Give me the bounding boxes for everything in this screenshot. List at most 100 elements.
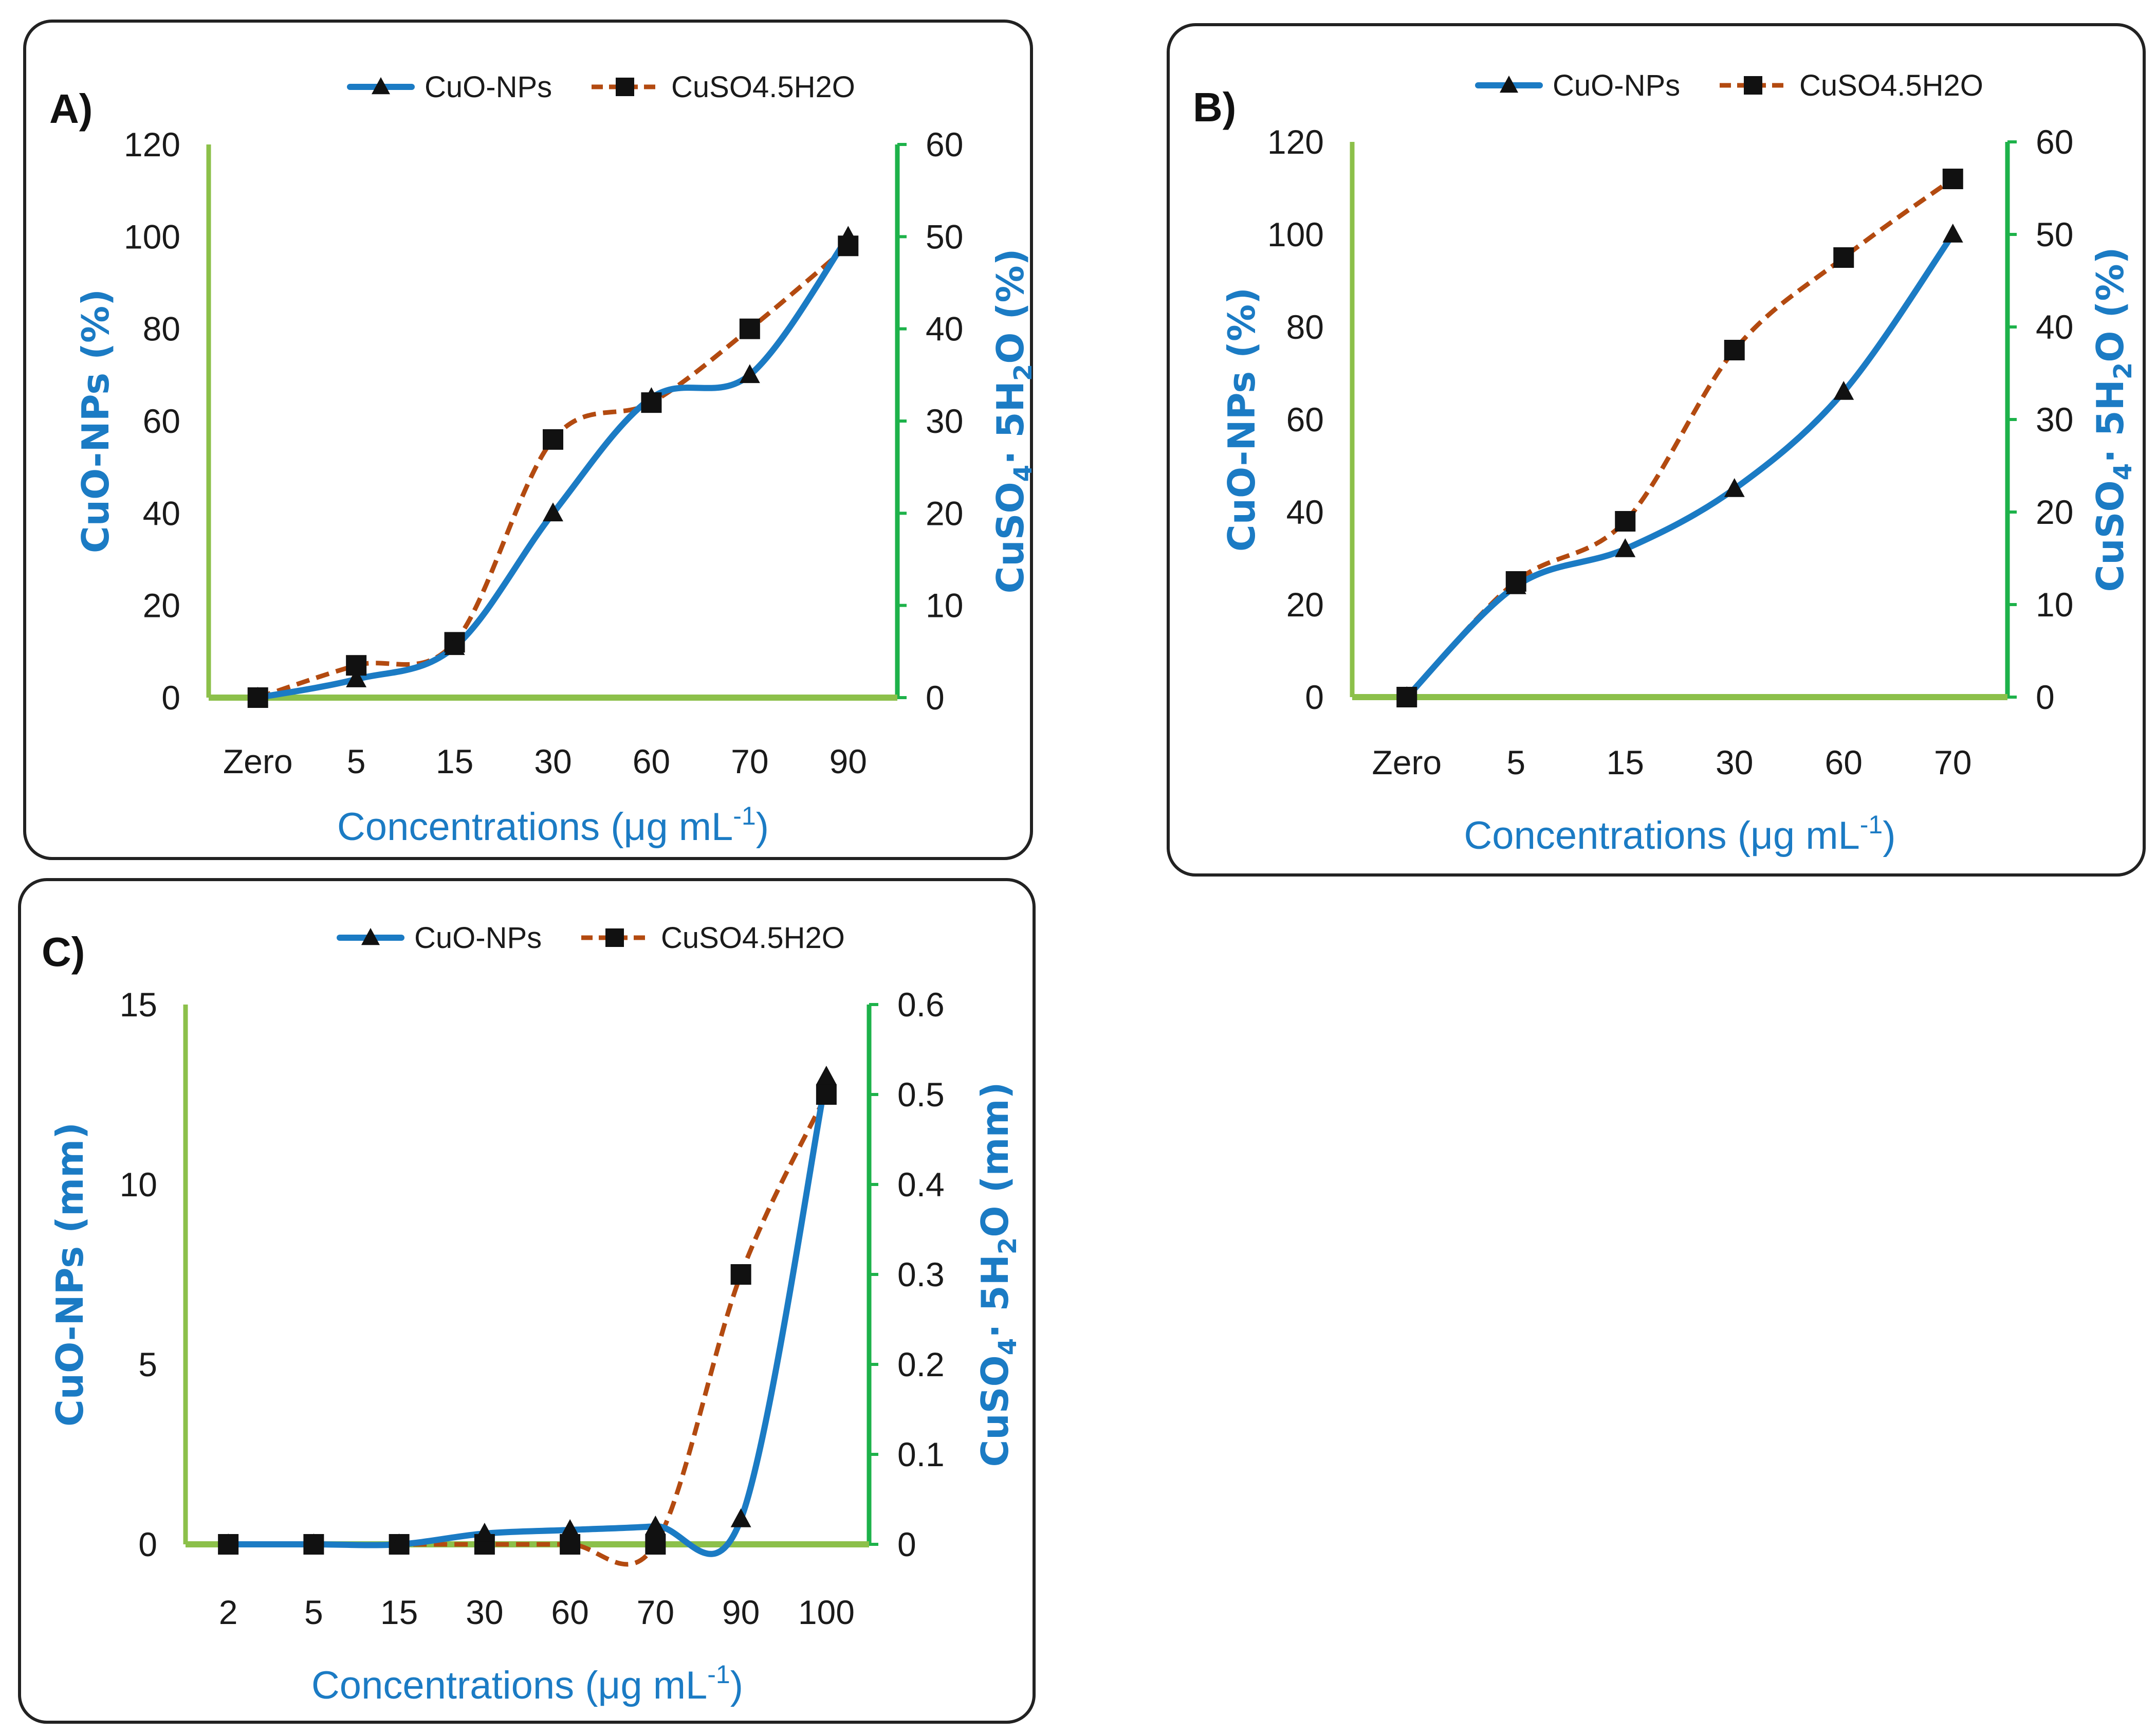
cuo-point	[303, 1534, 324, 1553]
cuso4-point	[543, 429, 563, 450]
y-left-tick-label: 100	[1267, 215, 1324, 253]
y-right-tick-label: 0	[897, 1525, 916, 1563]
x-tick-label: 5	[304, 1593, 323, 1631]
y-right-tick-label: 0	[926, 679, 945, 717]
cuo-point	[1942, 224, 1963, 243]
cuo-point	[1505, 575, 1526, 594]
y-right-axis-title: CuSO4· 5H2O (%)	[2089, 247, 2137, 592]
cuo-point	[641, 387, 662, 406]
legend: CuO-NPs CuSO4.5H2O	[1475, 69, 1983, 102]
cuo-point	[1396, 686, 1417, 705]
y-right-tick-label: 10	[926, 587, 963, 625]
x-axis-title: Concentrations (μg mL-1)	[337, 801, 769, 849]
legend-cuso4-marker	[605, 928, 624, 947]
cuo-point	[346, 668, 367, 687]
x-title-part: )	[756, 805, 769, 849]
cuo-point	[1724, 478, 1745, 497]
legend-cuso4-label: CuSO4.5H2O	[671, 70, 855, 104]
y-left-tick-label: 20	[1286, 586, 1324, 624]
y-left-tick-label: 5	[138, 1345, 157, 1383]
panel-label: A)	[49, 86, 93, 132]
y-right-tick-label: 0.3	[897, 1255, 945, 1293]
cuso4-point	[1833, 247, 1854, 268]
y-right-title-part: O (mm)	[973, 1082, 1017, 1237]
x-title-part: Concentrations (μg mL	[311, 1664, 707, 1707]
legend-cuo-label: CuO-NPs	[1553, 69, 1680, 102]
x-tick-label: 90	[722, 1593, 760, 1631]
cuo-point	[543, 502, 563, 522]
y-right-title-part: O (%)	[989, 249, 1032, 364]
cuo-point	[560, 1519, 581, 1538]
y-right-title-subscript: 4	[993, 1338, 1022, 1355]
y-left-tick-label: 40	[1286, 493, 1324, 531]
legend-cuso4-label: CuSO4.5H2O	[1799, 69, 1983, 102]
y-right-title-subscript: 2	[1009, 364, 1036, 381]
x-tick-label: 70	[637, 1593, 674, 1631]
cuso4-point	[816, 1084, 837, 1105]
cuo-point	[444, 636, 465, 655]
series-cuo-line	[228, 1075, 830, 1557]
x-tick-label: 30	[534, 742, 572, 780]
chart-b: B) CuO-NPs CuSO4.5H2O 0 20 40 60 80 100 120 0 10 20 3…	[1193, 69, 2137, 858]
y-left-axis-title: CuO-NPs (%)	[1220, 287, 1263, 552]
x-title-part: Concentrations (μg mL	[337, 805, 733, 849]
series-cuso4-line	[257, 244, 850, 700]
x-tick-label: 30	[1716, 743, 1753, 781]
cuo-point	[739, 364, 760, 384]
cuso4-point	[1942, 169, 1963, 189]
legend-cuo-marker	[1499, 76, 1519, 93]
y-right-tick-label: 40	[926, 310, 963, 348]
y-right-title-subscript: 2	[993, 1237, 1022, 1254]
chart-panel-a: A) CuO-NPs CuSO4.5H2O 0 20 40 60 80 100 120 0 10 20 3…	[23, 20, 1036, 860]
y-right-title-subscript: 2	[2109, 362, 2137, 379]
y-right-tick-label: 40	[2036, 308, 2073, 346]
x-tick-label: 15	[436, 742, 473, 780]
y-right-title-part: CuSO	[973, 1355, 1017, 1467]
x-title-part: )	[730, 1664, 743, 1707]
x-tick-label: 90	[830, 742, 867, 780]
y-left-axis-title: CuO-NPs (%)	[74, 289, 117, 553]
cuso4-point	[645, 1534, 666, 1555]
cuo-point	[218, 1534, 239, 1553]
y-right-tick-label: 0.6	[897, 986, 945, 1024]
y-left-tick-label: 80	[143, 310, 180, 348]
cuso4-point	[730, 1264, 751, 1285]
series-cuo-line	[1404, 232, 1956, 700]
x-tick-label: 60	[633, 742, 670, 780]
x-tick-label: 70	[731, 742, 768, 780]
cuso4-point	[1615, 511, 1636, 532]
y-left-tick-label: 120	[124, 125, 180, 163]
y-left-tick-label: 100	[124, 217, 180, 256]
cuo-point	[389, 1534, 410, 1553]
legend: CuO-NPs CuSO4.5H2O	[347, 70, 855, 104]
legend-cuso4-marker	[616, 78, 634, 96]
x-title-superscript: -1	[733, 801, 755, 830]
y-right-title-part: CuSO	[2089, 480, 2132, 592]
cuso4-point	[1724, 340, 1745, 360]
y-right-tick-label: 30	[2036, 400, 2073, 439]
y-right-tick-label: 60	[926, 125, 963, 163]
x-title-part: )	[1883, 814, 1895, 858]
chart-c: C) CuO-NPs CuSO4.5H2O 0 5 10 15 0 0.1 0.2 0.3 0.4 0.…	[42, 921, 1022, 1707]
legend-cuo-label: CuO-NPs	[414, 921, 542, 955]
y-left-tick-label: 15	[120, 986, 157, 1024]
cuo-point	[730, 1508, 751, 1527]
y-right-tick-label: 20	[2036, 493, 2073, 531]
x-tick-label: 60	[1825, 743, 1863, 781]
y-right-tick-label: 10	[2036, 586, 2073, 624]
x-tick-label: 70	[1934, 743, 1971, 781]
y-left-axis-title: CuO-NPs (mm)	[48, 1122, 91, 1427]
cuo-point	[838, 226, 859, 245]
series-cuo-line	[257, 234, 851, 701]
y-left-tick-label: 0	[1305, 678, 1324, 716]
y-left-tick-label: 60	[143, 402, 180, 440]
legend: CuO-NPs CuSO4.5H2O	[337, 921, 845, 955]
x-tick-label: 15	[1607, 743, 1644, 781]
x-tick-label: 2	[219, 1593, 238, 1631]
y-left-tick-label: 120	[1267, 123, 1324, 161]
x-tick-label: 30	[466, 1593, 503, 1631]
x-axis-title: Concentrations (μg mL-1)	[1464, 810, 1895, 858]
legend-cuo-label: CuO-NPs	[425, 70, 552, 104]
cuo-point	[816, 1066, 837, 1085]
y-right-title-part: CuSO	[989, 482, 1032, 593]
